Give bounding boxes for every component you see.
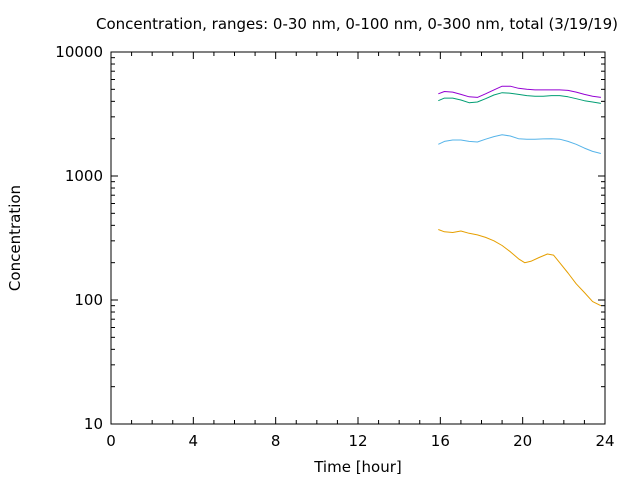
chart-title: Concentration, ranges: 0-30 nm, 0-100 nm… bbox=[96, 15, 618, 33]
x-axis-label: Time [hour] bbox=[313, 458, 402, 476]
y-tick-label: 10 bbox=[84, 415, 103, 433]
series-line-4 bbox=[438, 85, 601, 98]
x-tick-label: 20 bbox=[513, 432, 532, 450]
x-tick-label: 24 bbox=[595, 432, 614, 450]
x-tick-label: 4 bbox=[189, 432, 199, 450]
y-tick-label: 1000 bbox=[65, 167, 103, 185]
series-line-2 bbox=[438, 134, 602, 154]
y-axis-ticks: 10 100 1000 10000 bbox=[55, 43, 605, 433]
plot-frame bbox=[110, 51, 606, 425]
y-axis-label: Concentration bbox=[6, 185, 24, 291]
x-tick-label: 8 bbox=[271, 432, 281, 450]
y-tick-label: 10000 bbox=[55, 43, 103, 61]
series-layer bbox=[438, 85, 602, 307]
series-line-1 bbox=[438, 229, 602, 307]
x-axis-ticks: 0 4 8 12 16 20 24 bbox=[106, 52, 615, 450]
x-tick-label: 12 bbox=[348, 432, 367, 450]
y-tick-label: 100 bbox=[74, 291, 103, 309]
x-tick-label: 0 bbox=[106, 432, 116, 450]
x-tick-label: 16 bbox=[431, 432, 450, 450]
series-line-3 bbox=[438, 92, 601, 104]
